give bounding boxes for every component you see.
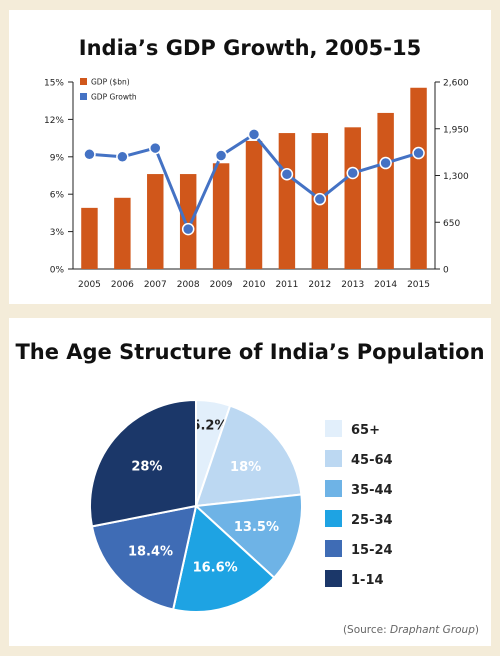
right-tick-label: 1,950 [443, 125, 469, 135]
pie-slice [194, 404, 303, 508]
left-tick-label: 6% [50, 191, 65, 201]
pie-slice-label: 28% [131, 460, 162, 475]
pie-slice-label: 13.5% [234, 520, 279, 535]
x-tick-label: 2013 [341, 280, 364, 290]
legend-label-gdp: GDP ($bn) [91, 78, 130, 87]
growth-point [346, 166, 359, 180]
growth-point [412, 146, 425, 160]
x-tick-label: 2007 [144, 280, 167, 290]
legend-swatch [325, 510, 342, 527]
growth-point [214, 149, 228, 162]
growth-point [149, 141, 162, 155]
legend-label: 65+ [351, 423, 380, 438]
gdp-chart-panel: India’s GDP Growth, 2005-15 0% 3% 6% 9% 12% 1… [9, 10, 491, 304]
legend-label: 35-44 [351, 483, 393, 498]
right-tick-label: 650 [443, 219, 460, 229]
legend-swatch [325, 570, 342, 587]
legend-swatch-gdp [80, 78, 87, 85]
growth-point [181, 222, 195, 236]
bar [410, 87, 427, 269]
legend-label: 25-34 [351, 513, 393, 528]
source-prefix: (Source: [342, 624, 390, 636]
x-tick-label: 2005 [78, 280, 101, 290]
pie-slice [90, 504, 198, 611]
legend-label: 15-24 [351, 543, 393, 558]
x-tick-label: 2015 [407, 280, 430, 290]
source-suffix: ) [474, 624, 479, 636]
growth-point [83, 148, 96, 161]
x-tick-label: 2009 [210, 280, 233, 290]
bar [179, 174, 197, 269]
left-tick-label: 9% [50, 153, 65, 163]
source-name: Draphant Group [389, 624, 475, 636]
legend-swatch [325, 420, 342, 437]
bar [278, 133, 296, 269]
legend-swatch [325, 450, 342, 467]
age-chart-panel: The Age Structure of India’s Population … [9, 318, 491, 646]
pie-slice-label: 18% [230, 460, 261, 475]
bar [245, 140, 263, 269]
pie-slice [89, 398, 197, 528]
pie-slice-label: 16.6% [193, 561, 238, 576]
left-tick-label: 12% [44, 116, 64, 126]
source-note: (Source: Draphant Group) [343, 624, 479, 636]
left-tick-label: 3% [50, 228, 65, 238]
bar [212, 163, 230, 269]
age-chart-title: The Age Structure of India’s Population [15, 340, 485, 364]
legend-swatch [325, 540, 342, 557]
legend-label: 1-14 [351, 573, 384, 588]
pie-slice-label: 5.2% [191, 418, 227, 433]
legend-label-growth: GDP Growth [91, 93, 137, 102]
growth-point [247, 128, 261, 141]
x-tick-label: 2011 [275, 280, 298, 290]
bar [344, 127, 361, 269]
gdp-chart: 0% 3% 6% 9% 12% 15% 0 650 1,300 1,950 2,600 2005 200… [44, 78, 469, 291]
bar [147, 174, 164, 269]
x-tick-label: 2006 [111, 280, 134, 290]
right-tick-label: 1,300 [443, 172, 469, 182]
growth-point [379, 156, 392, 170]
bar [377, 112, 394, 269]
pie-slice [193, 493, 303, 580]
left-tick-label: 15% [44, 79, 64, 89]
bar [114, 197, 131, 269]
x-tick-label: 2008 [177, 280, 200, 290]
age-pie-chart: 5.2% 18% 13.5% 16.6% 18.4% 28% 65+ 45-64 35-44 25… [89, 398, 393, 613]
gdp-chart-title: India’s GDP Growth, 2005-15 [78, 36, 422, 60]
right-tick-label: 2,600 [443, 79, 469, 89]
x-tick-label: 2010 [243, 280, 266, 290]
legend-label: 45-64 [351, 453, 393, 468]
x-tick-label: 2014 [374, 280, 397, 290]
legend-swatch [325, 480, 342, 497]
growth-point [313, 192, 327, 206]
right-tick-label: 0 [443, 266, 449, 276]
bar [81, 207, 98, 269]
pie-slice [171, 504, 276, 613]
left-tick-label: 0% [50, 266, 65, 276]
growth-point [280, 168, 294, 181]
legend-swatch-growth [80, 93, 87, 100]
x-tick-label: 2012 [308, 280, 331, 290]
growth-point [116, 150, 129, 164]
pie-slice-label: 18.4% [128, 544, 173, 559]
